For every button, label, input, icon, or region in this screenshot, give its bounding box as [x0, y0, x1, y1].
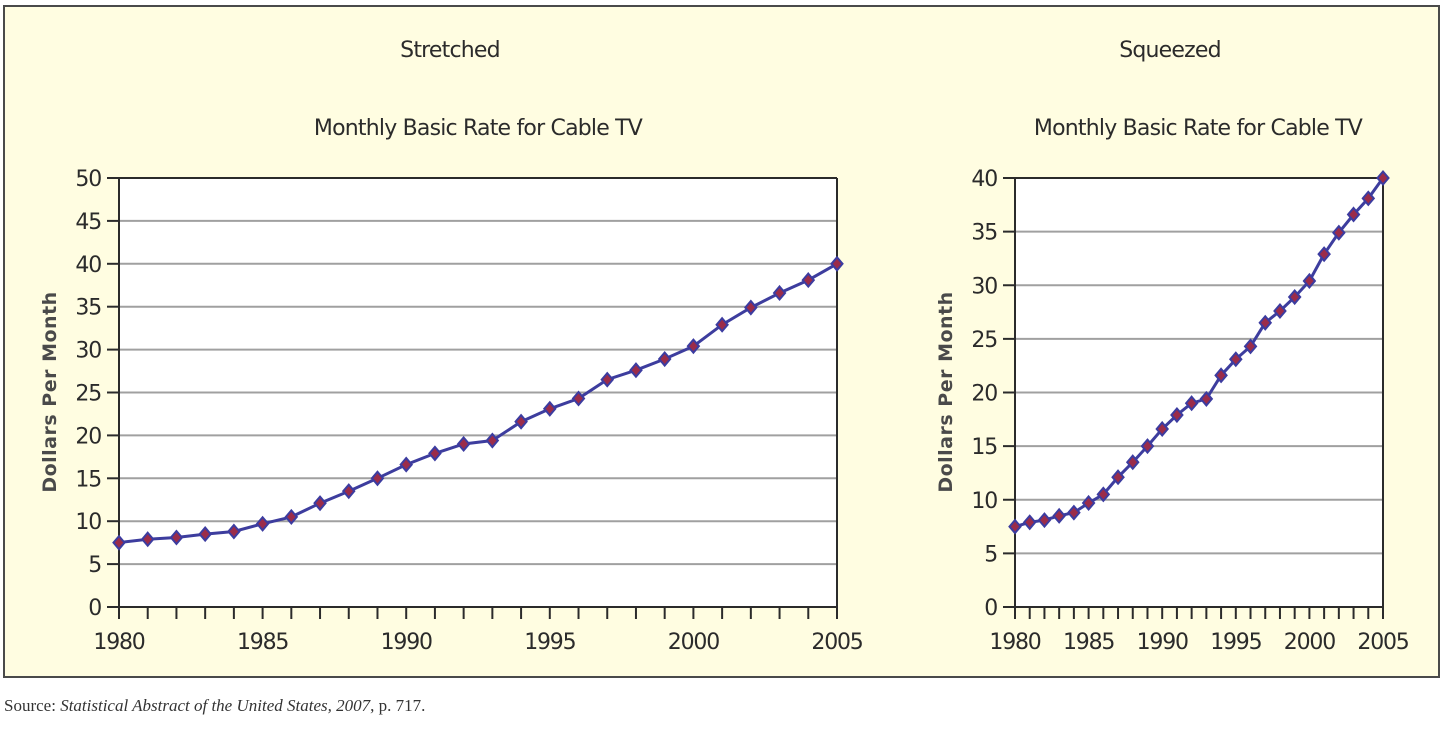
data-point-1988 — [1125, 454, 1140, 471]
data-point-1983 — [198, 526, 212, 543]
data-point-1984 — [227, 523, 241, 540]
data-point-1989 — [1140, 438, 1155, 455]
data-point-2000 — [1302, 272, 1317, 290]
chart-stretched: Stretched Monthly Basic Rate for Cable T… — [39, 38, 864, 655]
y-tick-label: 5 — [88, 553, 101, 578]
x-tick-label: 1990 — [1137, 630, 1188, 655]
y-tick-label: 30 — [971, 274, 997, 299]
source-prefix: Source: — [4, 696, 61, 715]
data-point-1989 — [370, 470, 385, 487]
data-point-1986 — [1096, 486, 1111, 503]
data-point-1982 — [169, 529, 184, 546]
data-point-1984 — [1067, 504, 1081, 521]
data-point-1997 — [600, 371, 615, 388]
y-tick-label: 20 — [75, 424, 101, 449]
data-point-2000 — [686, 338, 701, 355]
data-point-1982 — [1037, 512, 1052, 529]
data-point-2003 — [772, 284, 787, 302]
y-tick-label: 40 — [971, 167, 997, 192]
data-point-1988 — [341, 483, 356, 500]
data-point-1987 — [313, 495, 327, 512]
chart-heading: Squeezed — [1119, 38, 1221, 63]
chart-title: Monthly Basic Rate for Cable TV — [1034, 116, 1363, 141]
data-point-1990 — [399, 456, 414, 473]
x-tick-label: 2005 — [811, 630, 862, 655]
data-point-1996 — [571, 390, 586, 407]
data-point-1980 — [112, 534, 126, 551]
data-point-2005 — [830, 255, 844, 272]
data-point-1994 — [1214, 367, 1228, 384]
data-point-1983 — [1052, 507, 1067, 524]
y-tick-label: 30 — [75, 339, 101, 364]
y-tick-label: 15 — [971, 435, 997, 460]
data-point-1997 — [1258, 314, 1273, 331]
x-tick-label: 1980 — [989, 630, 1040, 655]
chart-heading: Stretched — [400, 38, 500, 63]
data-point-1991 — [1170, 406, 1184, 424]
data-point-1999 — [1287, 289, 1302, 306]
data-point-1994 — [514, 413, 528, 430]
data-point-1981 — [140, 531, 155, 548]
data-point-1981 — [1022, 514, 1037, 531]
data-point-1990 — [1155, 420, 1170, 438]
data-point-1985 — [1081, 494, 1096, 512]
data-point-1996 — [1243, 338, 1258, 355]
x-tick-label: 1985 — [1063, 630, 1114, 655]
x-tick-label: 1995 — [524, 630, 575, 655]
data-point-1985 — [255, 515, 270, 532]
data-point-2001 — [715, 316, 729, 333]
y-tick-label: 10 — [75, 510, 101, 535]
data-point-1995 — [542, 400, 557, 417]
x-tick-label: 1995 — [1210, 630, 1261, 655]
data-point-2005 — [1376, 169, 1390, 187]
chart-title: Monthly Basic Rate for Cable TV — [314, 116, 643, 141]
x-tick-label: 1990 — [381, 630, 432, 655]
y-tick-label: 45 — [75, 210, 101, 235]
x-tick-label: 2000 — [668, 630, 719, 655]
data-point-2001 — [1317, 246, 1331, 263]
data-point-2002 — [744, 299, 758, 316]
data-point-1991 — [428, 445, 442, 462]
data-point-1998 — [629, 362, 643, 379]
data-point-1998 — [1273, 302, 1287, 320]
source-title: Statistical Abstract of the United State… — [60, 696, 371, 715]
source-suffix: , p. 717. — [370, 696, 426, 715]
x-tick-label: 2005 — [1357, 630, 1408, 655]
y-tick-label: 0 — [984, 596, 997, 621]
y-tick-label: 10 — [971, 489, 997, 514]
data-point-1987 — [1111, 469, 1125, 486]
y-tick-label: 25 — [971, 328, 997, 353]
x-tick-label: 1985 — [237, 630, 288, 655]
data-point-1993 — [1199, 390, 1214, 407]
data-point-2003 — [1346, 206, 1361, 223]
y-axis-label: Dollars Per Month — [935, 291, 957, 492]
data-point-1993 — [485, 432, 500, 449]
data-point-1992 — [1184, 395, 1199, 412]
data-point-2002 — [1331, 224, 1346, 241]
y-tick-label: 35 — [75, 296, 101, 321]
y-tick-label: 20 — [971, 382, 997, 407]
y-tick-label: 15 — [75, 467, 101, 492]
data-point-2004 — [1361, 190, 1376, 207]
y-tick-label: 5 — [984, 542, 997, 567]
x-tick-label: 2000 — [1284, 630, 1335, 655]
y-tick-label: 0 — [88, 596, 101, 621]
data-point-1980 — [1008, 518, 1022, 535]
data-point-1999 — [657, 350, 672, 368]
data-point-2004 — [801, 272, 816, 289]
y-tick-label: 35 — [971, 221, 997, 246]
y-tick-label: 50 — [75, 167, 101, 192]
y-tick-label: 25 — [75, 382, 101, 407]
data-point-1992 — [456, 435, 471, 453]
y-axis-label: Dollars Per Month — [39, 291, 61, 492]
x-tick-label: 1980 — [93, 630, 144, 655]
source-note: Source: Statistical Abstract of the Unit… — [4, 696, 425, 716]
data-point-1986 — [284, 508, 299, 525]
chart-squeezed: Squeezed Monthly Basic Rate for Cable TV… — [935, 38, 1410, 655]
data-point-1995 — [1228, 351, 1243, 368]
y-tick-label: 40 — [75, 253, 101, 278]
